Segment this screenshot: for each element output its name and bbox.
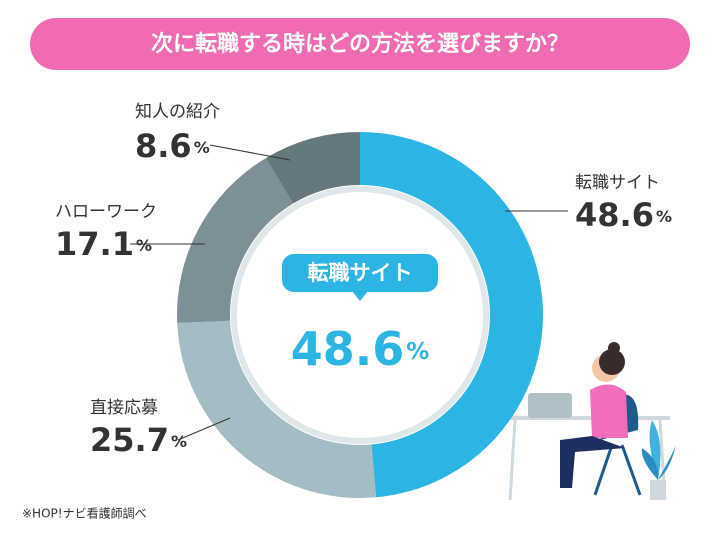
category-label: ハローワーク: [55, 202, 157, 222]
unit: %: [656, 207, 672, 226]
unit: %: [136, 236, 152, 255]
unit: %: [194, 138, 210, 157]
chart-title: 次に転職する時はどの方法を選びますか？: [151, 31, 569, 57]
value: 48.6: [291, 322, 405, 376]
center-value: 48.6%: [291, 322, 430, 376]
value: 25.7: [90, 421, 169, 459]
leader-line: [177, 417, 231, 441]
leader-line: [209, 144, 291, 161]
unit: %: [171, 432, 187, 451]
center-bubble-pointer: [352, 291, 368, 301]
title-banner: [30, 18, 690, 70]
category-label: 直接応募: [90, 398, 158, 418]
inner-ring: [231, 186, 489, 444]
donut-slice: [177, 320, 377, 498]
category-label: 知人の紹介: [135, 102, 220, 122]
donut-slice: [176, 158, 294, 324]
unit: %: [406, 339, 429, 365]
center-bubble: [282, 254, 438, 292]
donut-slice: [265, 132, 360, 204]
illustration: [500, 342, 676, 501]
value-label: 8.6%: [135, 127, 210, 165]
source-note: ※HOP!ナビ看護師調べ: [22, 506, 147, 521]
donut-slice: [360, 132, 543, 498]
center-category: 転職サイト: [308, 261, 413, 285]
value: 17.1: [55, 225, 134, 263]
value: 48.6: [575, 196, 654, 234]
value-label: 25.7%: [90, 421, 187, 459]
value: 8.6: [135, 127, 192, 165]
value-label: 48.6%: [575, 196, 672, 234]
value-label: 17.1%: [55, 225, 152, 263]
category-label: 転職サイト: [575, 173, 660, 193]
